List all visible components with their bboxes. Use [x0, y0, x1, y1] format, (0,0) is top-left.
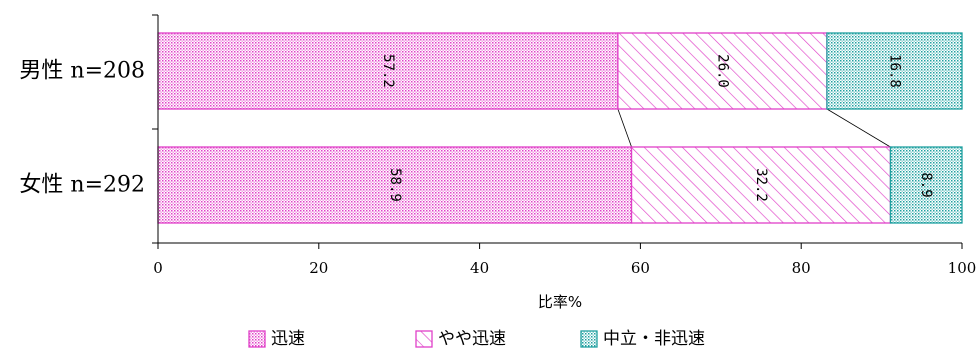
category-labels: 男性 n=208 女性 n=292: [19, 59, 145, 198]
bar-2-series-2: [630, 146, 892, 224]
bars: 57.2 26.0 16.8 58.9 32.2 8.9: [157, 32, 963, 224]
legend-swatch-3: [580, 330, 598, 348]
connector-line-2: [826, 108, 891, 148]
bar-2-series-1: [157, 146, 633, 224]
legend: 迅速 やや迅速 中立・非迅速: [248, 329, 705, 349]
data-label-2-2: 32.2: [753, 168, 769, 202]
legend-label-3: 中立・非迅速: [603, 329, 705, 349]
axes: 0 20 40 60 80 100: [152, 14, 976, 277]
legend-label-1: 迅速: [271, 329, 305, 349]
x-ticks: 0 20 40 60 80 100: [153, 243, 976, 277]
legend-swatch-1: [248, 330, 266, 348]
legend-swatch-2: [415, 330, 433, 348]
data-label-2-1: 58.9: [387, 168, 403, 202]
x-tick-label-40: 40: [470, 259, 489, 277]
connector-line-1: [617, 108, 632, 148]
x-axis-title: 比率%: [538, 293, 582, 311]
x-tick-label-20: 20: [309, 259, 328, 277]
data-label-2-3: 8.9: [918, 172, 934, 197]
legend-label-2: やや迅速: [438, 329, 506, 349]
x-tick-label-80: 80: [792, 259, 811, 277]
x-tick-label-60: 60: [631, 259, 650, 277]
data-label-1-3: 16.8: [886, 54, 902, 88]
category-label-2: 女性 n=292: [19, 173, 145, 198]
data-label-1-2: 26.0: [714, 54, 730, 88]
x-tick-label-100: 100: [948, 259, 977, 277]
data-label-1-1: 57.2: [380, 54, 396, 88]
bar-1-series-2: [617, 32, 828, 110]
category-label-1: 男性 n=208: [19, 59, 145, 84]
bar-2-series-3: [889, 146, 963, 224]
x-tick-label-0: 0: [153, 259, 163, 277]
connector-lines: [617, 108, 891, 148]
bar-1-series-1: [157, 32, 619, 110]
bar-1-series-3: [826, 32, 963, 110]
